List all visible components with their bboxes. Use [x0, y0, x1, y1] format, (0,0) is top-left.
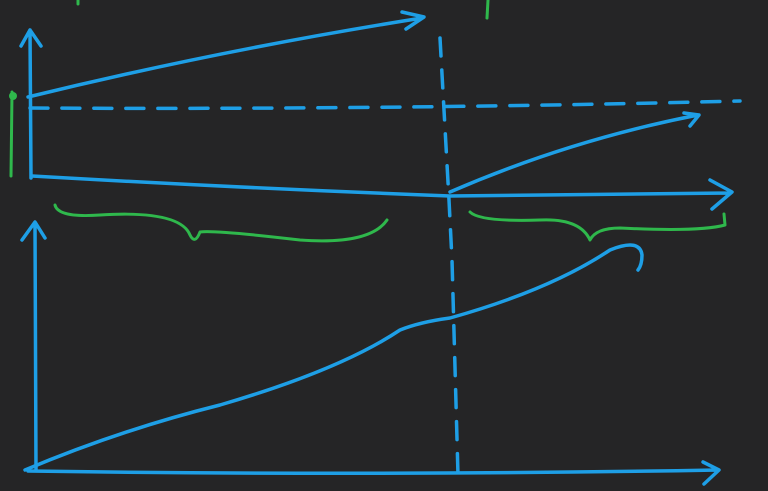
- dashed-vertical: [438, 36, 460, 477]
- green-ticks: [76, 0, 490, 20]
- brace-left: [53, 203, 389, 243]
- bottom-curve: [23, 243, 644, 472]
- bottom-x-axis: [26, 460, 721, 486]
- right-line: [448, 111, 701, 194]
- dashed-horizontal: [28, 99, 742, 111]
- top-y-axis: [19, 28, 43, 180]
- top-line: [26, 10, 426, 99]
- bottom-y-axis: [20, 220, 47, 472]
- brace-right: [468, 210, 727, 242]
- green-dot: [9, 92, 17, 100]
- top-x-axis: [30, 174, 734, 211]
- green-mark: [9, 90, 14, 178]
